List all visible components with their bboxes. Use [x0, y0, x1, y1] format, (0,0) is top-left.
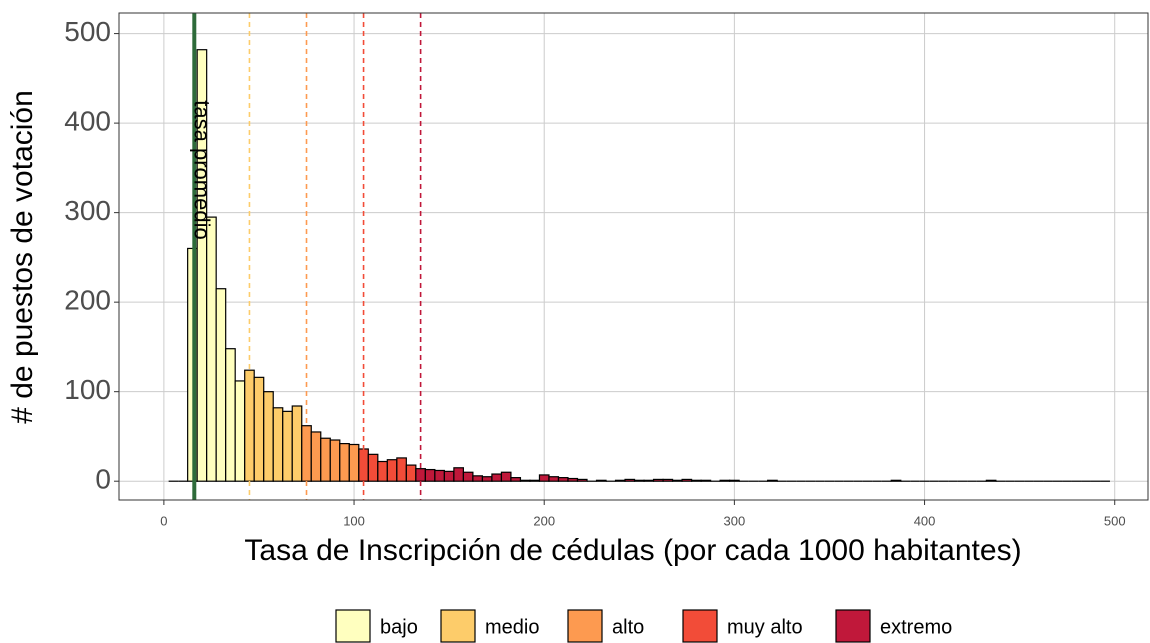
bar: [643, 479, 655, 482]
bar: [225, 348, 236, 482]
x-tick-label: 500: [1104, 513, 1126, 528]
mean-label: tasa promedio: [189, 100, 214, 239]
bar: [719, 479, 731, 482]
bar: [263, 391, 274, 482]
bar: [548, 476, 560, 482]
y-tick-label: 0: [95, 464, 111, 495]
bar: [767, 479, 778, 482]
x-tick-label: 400: [914, 513, 936, 528]
x-tick-label: 300: [724, 513, 746, 528]
bar: [291, 405, 303, 482]
bar: [272, 407, 284, 482]
bar: [396, 457, 407, 482]
legend-key: [335, 609, 371, 643]
bar: [671, 479, 683, 482]
x-axis-label: Tasa de Inscripción de cédulas (por cada…: [244, 534, 1021, 567]
bar: [614, 479, 626, 482]
bar: [206, 216, 217, 482]
bar: [282, 410, 293, 482]
bar: [652, 478, 664, 482]
bar: [700, 479, 712, 482]
bar: [491, 473, 503, 482]
x-tick-label: 100: [343, 513, 365, 528]
bar: [434, 469, 445, 482]
bar: [529, 479, 541, 482]
bar: [377, 460, 388, 482]
y-tick-label: 300: [64, 195, 111, 226]
bar: [462, 471, 474, 482]
bar: [576, 478, 588, 482]
bar: [662, 478, 674, 482]
bar: [557, 477, 569, 482]
bar: [681, 478, 693, 482]
bar: [348, 443, 360, 482]
bar: [310, 431, 322, 482]
bar: [500, 471, 512, 482]
bar: [405, 464, 417, 482]
bar: [690, 479, 702, 482]
bar: [443, 470, 455, 482]
bar: [453, 467, 464, 482]
bar: [729, 479, 740, 482]
bar: [339, 443, 350, 482]
y-tick-label: 200: [64, 285, 111, 316]
legend-label: alto: [612, 616, 644, 638]
bar: [367, 453, 379, 482]
bar: [329, 439, 341, 482]
legend-key: [440, 609, 476, 643]
bar: [386, 459, 398, 482]
bar: [472, 475, 484, 482]
legend-key: [682, 609, 718, 643]
legend-label: extremo: [880, 616, 952, 638]
y-tick-label: 400: [64, 106, 111, 137]
bar: [633, 479, 645, 482]
x-tick-label: 200: [533, 513, 555, 528]
bar: [890, 479, 902, 482]
legend-label: muy alto: [727, 616, 803, 638]
bar: [215, 288, 227, 482]
y-axis-label: # de puestos de votación: [6, 90, 39, 424]
bar: [481, 476, 493, 482]
y-tick-label: 500: [64, 16, 111, 47]
x-tick-label: 0: [160, 513, 167, 528]
legend-label: bajo: [380, 616, 418, 638]
bar: [624, 478, 636, 482]
panel-border: [118, 12, 1149, 501]
bar: [253, 376, 265, 482]
bar: [985, 479, 997, 482]
legend-key: [567, 609, 603, 643]
bar: [320, 437, 331, 482]
bar: [538, 474, 550, 482]
legend-label: medio: [485, 616, 539, 638]
legend-key: [835, 609, 871, 643]
bar: [510, 477, 522, 482]
bar: [595, 479, 607, 482]
bar: [234, 380, 246, 482]
y-tick-label: 100: [64, 374, 111, 405]
bar: [424, 468, 436, 482]
bar: [519, 479, 531, 482]
bar: [567, 477, 579, 482]
